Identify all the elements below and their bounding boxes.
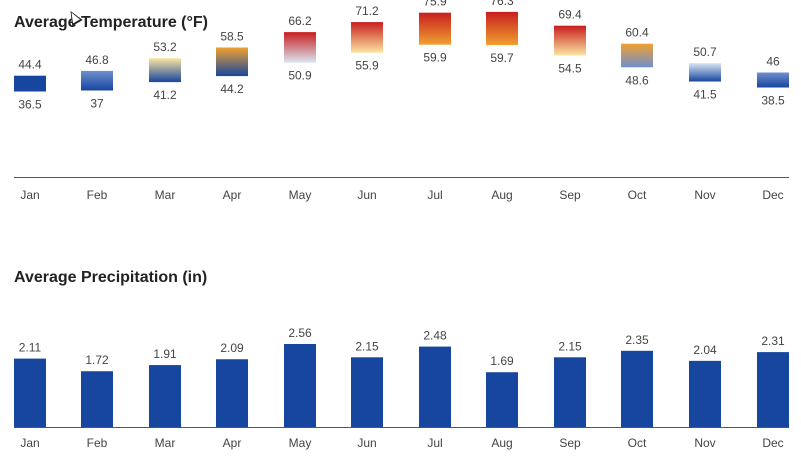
temp-low-label-mar: 41.2 bbox=[153, 88, 177, 102]
temp-high-label-jan: 44.4 bbox=[18, 58, 42, 72]
temp-month-label-mar: Mar bbox=[155, 188, 176, 202]
precip-value-label-dec: 2.31 bbox=[761, 334, 785, 348]
precip-value-label-may: 2.56 bbox=[288, 326, 312, 340]
temp-range-bar-feb bbox=[81, 70, 113, 91]
precip-month-label-dec: Dec bbox=[762, 436, 783, 450]
temp-high-label-jun: 71.2 bbox=[355, 4, 379, 18]
temp-range-bar-aug bbox=[486, 11, 518, 46]
temp-low-label-may: 50.9 bbox=[288, 69, 312, 83]
precip-month-label-nov: Nov bbox=[694, 436, 715, 450]
temperature-chart-title: Average Temperature (°F) bbox=[14, 14, 209, 31]
temp-range-bar-jun bbox=[351, 22, 383, 53]
precip-month-label-jan: Jan bbox=[20, 436, 39, 450]
temperature-chart: 44.4 36.5 Jan 46.8 37 Feb 53.2 41.2 Mar 58.5 44.2 A… bbox=[14, 0, 789, 202]
precip-value-label-jun: 2.15 bbox=[355, 339, 379, 353]
precip-value-label-jul: 2.48 bbox=[423, 329, 447, 343]
temp-range-bar-oct bbox=[621, 43, 653, 68]
precip-value-label-feb: 1.72 bbox=[85, 353, 109, 367]
temp-month-label-oct: Oct bbox=[628, 188, 647, 202]
temp-low-label-nov: 41.5 bbox=[693, 88, 717, 102]
temp-month-label-nov: Nov bbox=[694, 188, 715, 202]
temp-high-label-apr: 58.5 bbox=[220, 30, 244, 44]
temp-month-label-dec: Dec bbox=[762, 188, 783, 202]
precipitation-chart: 2.11 Jan 1.72 Feb 1.91 Mar 2.09 Apr 2.56 May 2.15 J… bbox=[14, 326, 789, 450]
precip-month-label-may: May bbox=[289, 436, 312, 450]
temp-range-bar-nov bbox=[689, 63, 721, 82]
temp-low-label-jan: 36.5 bbox=[18, 98, 42, 112]
temp-range-bar-dec bbox=[757, 72, 789, 88]
temp-range-bar-apr bbox=[216, 47, 248, 77]
precip-value-label-sep: 2.15 bbox=[558, 339, 582, 353]
temp-month-label-sep: Sep bbox=[559, 188, 581, 202]
temp-high-label-feb: 46.8 bbox=[85, 53, 109, 67]
temp-low-label-feb: 37 bbox=[90, 97, 104, 111]
precip-value-label-mar: 1.91 bbox=[153, 347, 177, 361]
precip-bar-apr bbox=[216, 359, 248, 427]
temp-month-label-jul: Jul bbox=[427, 188, 442, 202]
temp-low-label-jun: 55.9 bbox=[355, 59, 379, 73]
temp-month-label-feb: Feb bbox=[87, 188, 108, 202]
precip-month-label-sep: Sep bbox=[559, 436, 581, 450]
temp-low-label-apr: 44.2 bbox=[220, 82, 244, 96]
precip-bar-mar bbox=[149, 365, 181, 427]
precip-month-label-oct: Oct bbox=[628, 436, 647, 450]
precip-value-label-apr: 2.09 bbox=[220, 341, 244, 355]
precip-value-label-nov: 2.04 bbox=[693, 343, 717, 357]
precip-month-label-feb: Feb bbox=[87, 436, 108, 450]
temp-range-bar-jan bbox=[14, 75, 46, 92]
temp-month-label-jun: Jun bbox=[357, 188, 376, 202]
temp-high-label-sep: 69.4 bbox=[558, 8, 582, 22]
precip-bar-oct bbox=[621, 350, 653, 427]
precip-bar-nov bbox=[689, 360, 721, 427]
precip-month-label-jun: Jun bbox=[357, 436, 376, 450]
temp-month-label-aug: Aug bbox=[491, 188, 512, 202]
temp-month-label-jan: Jan bbox=[20, 188, 39, 202]
precipitation-chart-title: Average Precipitation (in) bbox=[14, 269, 208, 286]
temp-range-bar-mar bbox=[149, 58, 181, 83]
precip-bar-feb bbox=[81, 371, 113, 427]
temp-high-label-aug: 76.3 bbox=[490, 0, 514, 8]
precip-bar-sep bbox=[554, 357, 586, 427]
precip-value-label-jan: 2.11 bbox=[19, 341, 42, 355]
temp-low-label-dec: 38.5 bbox=[761, 94, 785, 108]
temp-month-label-apr: Apr bbox=[223, 188, 242, 202]
precip-month-label-jul: Jul bbox=[427, 436, 442, 450]
temp-low-label-oct: 48.6 bbox=[625, 73, 649, 87]
temp-low-label-jul: 59.9 bbox=[423, 51, 447, 65]
precip-bar-dec bbox=[757, 352, 789, 427]
precip-bar-may bbox=[284, 344, 316, 427]
precip-month-label-mar: Mar bbox=[155, 436, 176, 450]
temp-range-bar-jul bbox=[419, 12, 451, 45]
precip-bar-jan bbox=[14, 358, 46, 427]
temp-high-label-jul: 75.9 bbox=[423, 0, 447, 9]
temp-high-label-mar: 53.2 bbox=[153, 40, 177, 54]
temp-high-label-may: 66.2 bbox=[288, 14, 312, 28]
temp-low-label-sep: 54.5 bbox=[558, 62, 582, 76]
precip-month-label-apr: Apr bbox=[223, 436, 242, 450]
temp-month-label-may: May bbox=[289, 188, 312, 202]
precip-bar-aug bbox=[486, 372, 518, 427]
precip-month-label-aug: Aug bbox=[491, 436, 512, 450]
temp-range-bar-may bbox=[284, 32, 316, 63]
precip-value-label-oct: 2.35 bbox=[625, 333, 649, 347]
temp-range-bar-sep bbox=[554, 25, 586, 56]
precip-bar-jul bbox=[419, 346, 451, 427]
temp-low-label-aug: 59.7 bbox=[490, 51, 514, 65]
temp-high-label-oct: 60.4 bbox=[625, 26, 649, 40]
temp-high-label-nov: 50.7 bbox=[693, 45, 717, 59]
temp-high-label-dec: 46 bbox=[766, 55, 780, 69]
precip-value-label-aug: 1.69 bbox=[490, 354, 514, 368]
precip-bar-jun bbox=[351, 357, 383, 427]
